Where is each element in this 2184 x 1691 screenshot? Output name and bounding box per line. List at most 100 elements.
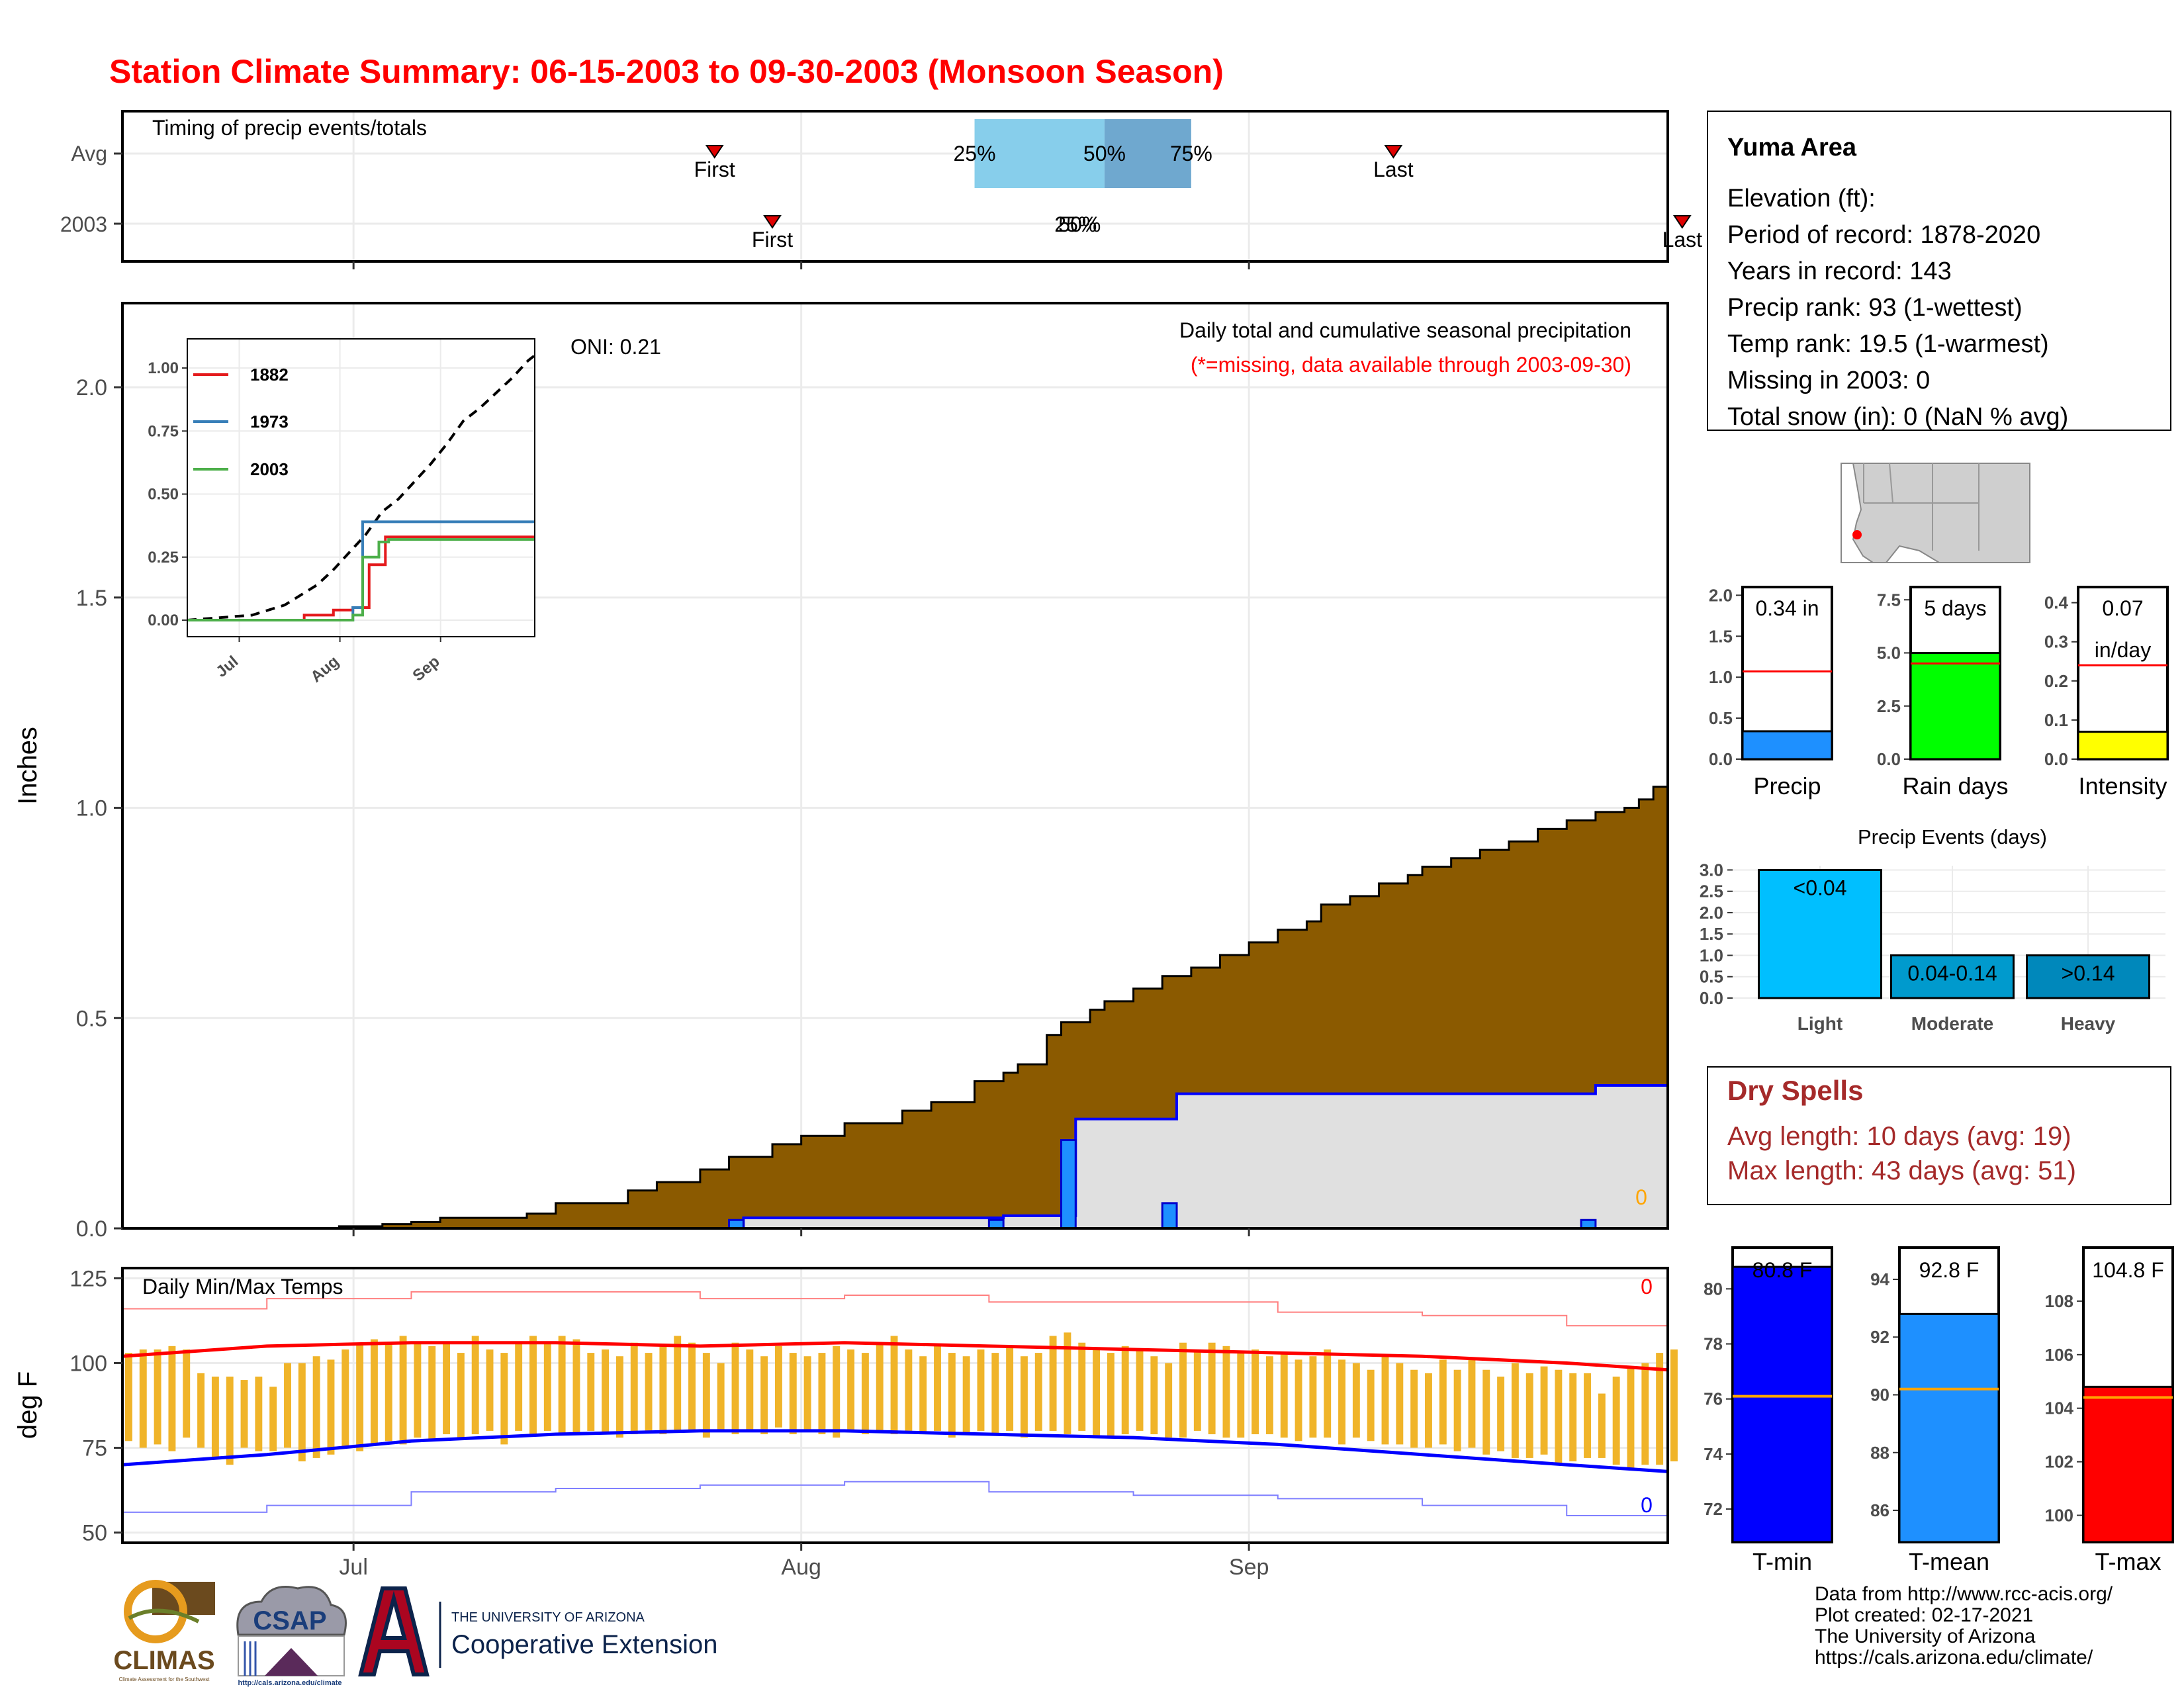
daily-temp-bar [1627,1366,1635,1469]
mini-bar-y-tick-label: 0.0 [1877,749,1901,769]
temp-bar-y-tick-label: 94 [1870,1269,1889,1289]
credit-line-data: Data from http://www.rcc-acis.org/ [1815,1583,2113,1605]
temp-bar-tmax-ticks: 100 102 104 106 108 [2045,1291,2083,1526]
precip-panel-title: Daily total and cumulative seasonal prec… [1179,318,1631,342]
credits: Data from http://www.rcc-acis.org/ Plot … [1815,1583,2113,1668]
daily-temp-bar [1020,1356,1028,1438]
current-quartile-label-a: 25% [1054,212,1097,236]
daily-temp-bar [183,1349,191,1438]
temp-bar-y-tick-label: 100 [2045,1506,2073,1526]
avg-max-line [122,1341,1668,1372]
inset-series-2003 [187,538,535,621]
daily-temp-bar [1309,1356,1317,1438]
avg-last-marker [1384,145,1403,159]
daily-temp-bar [1006,1346,1014,1431]
daily-temp-bar [168,1346,176,1451]
station-line-period: Period of record: 1878-2020 [1727,221,2040,249]
daily-temp-bar [1468,1359,1476,1448]
csap-logo: CSAP http://cals.arizona.edu/climate [236,1586,347,1687]
daily-temp-bar [803,1356,811,1431]
daily-temp-bar [284,1363,291,1448]
precip-y-ticks: 0.0 0.5 1.0 1.5 2.0 [76,375,122,1242]
daily-temp-bar [645,1353,653,1431]
daily-temp-bar [240,1380,248,1448]
daily-temp-bar [1093,1349,1101,1438]
temp-bar-tmean-name: T-mean [1909,1548,1989,1575]
daily-temp-bar [1439,1359,1447,1445]
daily-temp-bar [428,1346,436,1441]
avg-min-line [122,1429,1668,1473]
daily-temp-bar [1656,1353,1664,1465]
daily-temp-bar [717,1363,725,1431]
daily-temp-bar [1280,1353,1288,1438]
legend-label-1973: 1973 [250,412,289,432]
daily-temp-bar [1482,1369,1490,1455]
daily-temp-bars [125,1332,1678,1469]
mini-bar-intensity-name: Intensity [2078,772,2167,800]
daily-temp-bar [630,1342,638,1435]
precip-events-y-tick-label: 2.0 [1700,903,1723,923]
daily-temp-bar [789,1353,797,1435]
daily-temp-bar [833,1346,841,1438]
mini-bar-y-tick-label: 7.5 [1877,590,1901,610]
temp-bar-y-tick-label: 74 [1704,1444,1723,1464]
mini-bar-rain-days-bar [1909,652,2001,760]
temp-bar-y-tick-label: 104 [2045,1398,2074,1418]
ua-block-a-icon [358,1586,430,1676]
precip-events-y-tick-label: 0.5 [1700,967,1723,987]
dry-spells-title: Dry Spells [1727,1075,1863,1106]
timing-x-ticks [352,261,1250,269]
daily-temp-bar [1265,1356,1273,1435]
mini-bar-precip: 0.0 0.5 1.0 1.5 2.0 0.34 in Precip [1709,585,1833,800]
daily-temp-bar [572,1339,580,1435]
precip-events-y-tick-label: 2.5 [1700,882,1723,901]
quartile-50-label: 50% [1083,142,1126,165]
temp-bar-tmean-bar [1898,1312,2000,1543]
daily-temp-bar [1208,1342,1216,1435]
daily-temp-bar [211,1376,219,1458]
temp-grid [122,1268,1668,1543]
precip-events-bar-moderate [1890,954,2015,999]
record-max-line [122,1291,1668,1333]
daily-temp-bar [1295,1359,1302,1441]
mini-bar-intensity-bar [2077,731,2169,760]
locator-map [1841,463,2030,563]
daily-temp-bar [486,1349,494,1431]
mini-bar-y-tick-label: 0.2 [2044,671,2068,691]
avg-first-label: First [694,158,735,181]
daily-temp-bar [197,1373,205,1448]
inset-y-tick-label: 0.75 [148,422,179,440]
station-name: Yuma Area [1727,134,1857,161]
daily-temp-bar [255,1376,263,1451]
mini-bar-intensity-ticks: 0.0 0.1 0.2 0.3 0.4 [2044,593,2078,769]
inset-y-tick-label: 1.00 [148,359,179,377]
daily-temp-bar [760,1356,768,1435]
daily-temp-bar [861,1353,869,1435]
temp-bar-charts: 72 74 76 78 80 80.8 F T-min 86 88 90 92 94 92.8 … [1704,1246,2174,1575]
temp-bar-tmax: 100 102 104 106 108 104.8 F T-max [2045,1246,2174,1575]
temp-bar-y-tick-label: 72 [1704,1499,1723,1519]
quartile-box-50-75 [1104,119,1191,188]
y-tick-label: 0.5 [76,1006,107,1031]
temp-bar-y-tick-label: 108 [2045,1291,2073,1311]
mini-bar-y-tick-label: 2.5 [1877,696,1901,716]
daily-temp-bar [1179,1342,1187,1438]
precip-events-y-tick-label: 1.5 [1700,924,1723,944]
temp-bar-tmax-bar [2082,1385,2174,1543]
timing-panel-label: Timing of precip events/totals [152,116,427,140]
current-last-label: Last [1662,228,1703,251]
climas-logo: CLIMAS Climate Assessment for the Southw… [113,1580,215,1682]
daily-temp-bar [659,1346,667,1435]
temp-bar-tmin-value: 80.8 F [1752,1258,1813,1282]
temp-missing-max: 0 [1641,1275,1653,1299]
quartile-25-label: 25% [953,142,995,165]
mini-bar-intensity-frame [2077,586,2169,760]
current-last-marker [1672,215,1692,229]
temp-panel-label: Daily Min/Max Temps [142,1275,343,1299]
mini-bar-rain-days-ticks: 0.0 2.5 5.0 7.5 [1877,590,1911,769]
daily-temp-bar [457,1353,465,1438]
daily-temp-bar [139,1349,147,1448]
station-line-elevation: Elevation (ft): [1727,185,1876,212]
station-info-box: Yuma Area Elevation (ft): Period of reco… [1707,111,2171,431]
oni-label: ONI: 0.21 [570,335,661,359]
